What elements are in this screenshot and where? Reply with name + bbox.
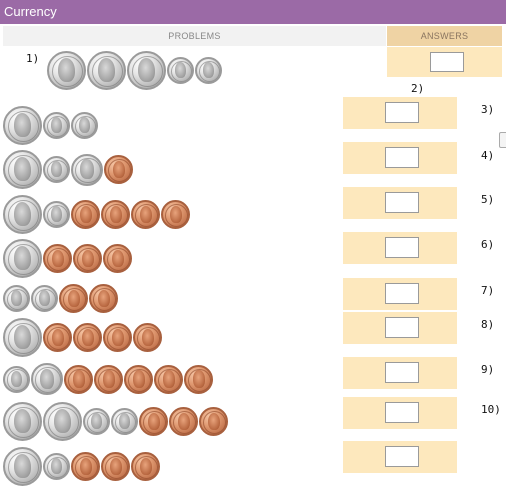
scrollbar-thumb[interactable] — [499, 132, 506, 148]
answer-input-3[interactable] — [385, 147, 419, 168]
penny-coin-icon — [131, 200, 160, 229]
answer-input-2[interactable] — [385, 102, 419, 123]
penny-coin-icon — [89, 284, 118, 313]
answer-cell-10 — [343, 441, 457, 473]
quarter-coin-icon — [47, 51, 86, 90]
problem-4-label: 4) — [481, 149, 495, 162]
problem-4-coins — [3, 195, 191, 234]
quarter-coin-icon — [3, 150, 42, 189]
quarter-coin-icon — [3, 318, 42, 357]
quarter-coin-icon — [3, 402, 42, 441]
penny-coin-icon — [43, 323, 72, 352]
quarter-coin-icon — [87, 51, 126, 90]
problem-10-coins — [3, 447, 161, 486]
answer-cell-8 — [343, 357, 457, 389]
dime-coin-icon — [3, 365, 30, 393]
quarter-coin-icon — [3, 106, 42, 145]
answer-cell-2 — [343, 97, 457, 129]
quarter-coin-icon — [3, 195, 42, 234]
answer-input-1[interactable] — [430, 52, 464, 72]
dime-coin-icon — [43, 112, 70, 139]
penny-coin-icon — [73, 323, 102, 352]
quarter-coin-icon — [43, 402, 82, 441]
problem-9-coins — [3, 402, 229, 441]
answer-cell-9 — [343, 397, 457, 429]
penny-coin-icon — [73, 244, 102, 273]
worksheet-title: Currency — [4, 4, 57, 19]
problem-2-label: 2) — [411, 82, 425, 95]
dime-coin-icon — [195, 57, 222, 84]
problems-column-header: PROBLEMS — [3, 26, 386, 46]
dime-coin-icon — [43, 156, 70, 183]
problem-10-label: 10) — [481, 403, 501, 416]
problem-6-label: 6) — [481, 238, 495, 251]
problem-7-label: 7) — [481, 284, 495, 297]
penny-coin-icon — [104, 155, 133, 184]
answer-input-8[interactable] — [385, 362, 419, 383]
dime-coin-icon — [83, 408, 110, 435]
answer-cell-1 — [387, 47, 502, 77]
answer-cell-7 — [343, 312, 457, 344]
problem-9-label: 9) — [481, 363, 495, 376]
dime-coin-icon — [3, 285, 30, 312]
dime-coin-icon — [43, 201, 70, 228]
problem-5-coins — [3, 239, 133, 278]
penny-coin-icon — [101, 452, 130, 481]
answer-cell-4 — [343, 187, 457, 219]
penny-coin-icon — [133, 323, 162, 352]
dime-coin-icon — [43, 453, 70, 480]
quarter-coin-icon — [3, 239, 42, 278]
answer-cell-3 — [343, 142, 457, 174]
answer-input-7[interactable] — [385, 317, 419, 338]
penny-coin-icon — [64, 364, 93, 394]
penny-coin-icon — [71, 200, 100, 229]
penny-coin-icon — [101, 200, 130, 229]
problem-8-label: 8) — [481, 318, 495, 331]
dime-coin-icon — [111, 408, 138, 435]
problem-1-label: 1) — [26, 52, 40, 65]
problem-7-coins — [3, 318, 163, 357]
problem-3-coins — [3, 150, 134, 189]
problem-3-label: 3) — [481, 103, 495, 116]
problem-6-coins — [3, 284, 119, 313]
penny-coin-icon — [59, 284, 88, 313]
dime-coin-icon — [167, 57, 194, 84]
penny-coin-icon — [139, 407, 168, 436]
penny-coin-icon — [154, 364, 183, 394]
answer-cell-5 — [343, 232, 457, 264]
answer-cell-6 — [343, 278, 457, 310]
penny-coin-icon — [199, 407, 228, 436]
answer-input-4[interactable] — [385, 192, 419, 213]
answer-input-6[interactable] — [385, 283, 419, 304]
problem-8-coins — [3, 363, 214, 395]
dime-coin-icon — [31, 285, 58, 312]
penny-coin-icon — [131, 452, 160, 481]
penny-coin-icon — [71, 452, 100, 481]
penny-coin-icon — [103, 323, 132, 352]
problem-5-label: 5) — [481, 193, 495, 206]
answer-input-9[interactable] — [385, 402, 419, 423]
quarter-coin-icon — [127, 51, 166, 90]
quarter-coin-icon — [3, 447, 42, 486]
penny-coin-icon — [161, 200, 190, 229]
penny-coin-icon — [169, 407, 198, 436]
nickel-coin-icon — [71, 153, 103, 186]
penny-coin-icon — [184, 364, 213, 394]
penny-coin-icon — [124, 364, 153, 394]
problem-2-coins — [3, 106, 99, 145]
penny-coin-icon — [43, 244, 72, 273]
answer-input-5[interactable] — [385, 237, 419, 258]
nickel-coin-icon — [31, 363, 63, 395]
problem-1-coins — [47, 51, 223, 90]
answer-input-10[interactable] — [385, 446, 419, 467]
penny-coin-icon — [103, 244, 132, 273]
worksheet-title-bar: Currency — [0, 0, 506, 24]
dime-coin-icon — [71, 112, 98, 139]
answers-column-header: ANSWERS — [387, 26, 502, 46]
penny-coin-icon — [94, 364, 123, 394]
